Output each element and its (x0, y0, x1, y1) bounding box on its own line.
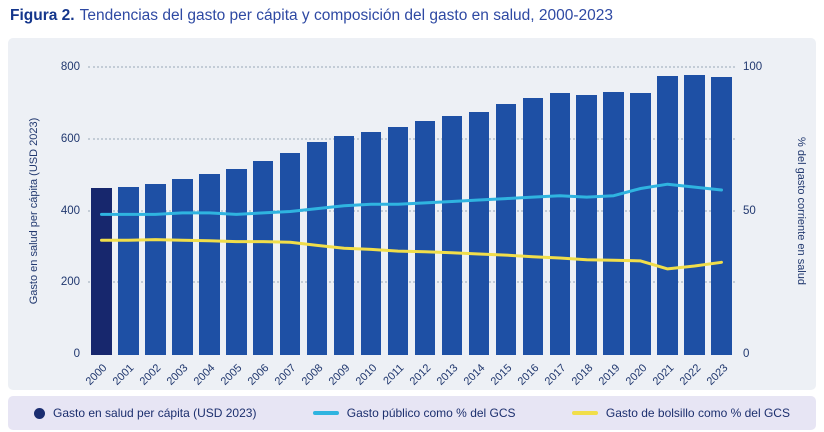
legend-line-swatch (571, 411, 598, 415)
gridline-800 (88, 66, 735, 68)
line-series-gasto-bolsillo (100, 238, 723, 271)
figure-title: Figura 2. Tendencias del gasto per cápita… (10, 7, 613, 25)
bar-2020 (630, 93, 651, 355)
right-axis-label: % del gasto corriente en salud (795, 137, 807, 285)
gridline-400 (88, 209, 735, 212)
left-axis-label: Gasto en salud per cápita (USD 2023) (28, 117, 40, 305)
figure-title-prefix: Figura 2. (10, 7, 75, 24)
bar-2007 (279, 153, 301, 355)
y-tick-right-100: 100 (743, 61, 763, 73)
bar-2004 (199, 174, 220, 355)
bar-2000 (91, 188, 112, 355)
y-tick-left-400: 400 (60, 204, 80, 217)
bar-2019 (603, 92, 624, 355)
bar-2002 (145, 184, 166, 355)
bar-2018 (576, 95, 597, 355)
gridline-600 (88, 137, 735, 140)
chart-card: Gasto en salud per cápita (USD 2023) % d… (8, 38, 816, 390)
gridline-200 (88, 281, 735, 284)
bar-2010 (360, 131, 382, 355)
legend-line-swatch (312, 411, 339, 415)
y-tick-left-200: 200 (60, 276, 80, 289)
legend-bar: Gasto en salud per cápita (USD 2023) Gast… (8, 396, 816, 430)
bar-2015 (495, 103, 517, 355)
bar-2008 (306, 141, 328, 355)
bar-2003 (172, 179, 193, 355)
bar-2005 (226, 169, 247, 355)
legend-label: Gasto público como % del GCS (346, 406, 516, 420)
bar-2012 (414, 121, 436, 355)
lines-svg (100, 182, 723, 271)
bar-2022 (684, 75, 705, 355)
bar-2016 (522, 98, 544, 355)
bar-2023 (711, 76, 732, 355)
legend-item-1: Gasto público como % del GCS (312, 406, 516, 420)
bar-2006 (252, 160, 274, 355)
legend-label: Gasto de bolsillo como % del GCS (605, 406, 790, 420)
bar-2014 (468, 111, 490, 355)
bar-2011 (387, 126, 409, 355)
bar-2017 (549, 92, 570, 355)
y-tick-left-0: 0 (73, 348, 80, 360)
y-tick-left-600: 600 (60, 132, 80, 145)
line-series-gasto-publico (100, 182, 723, 216)
figure-title-text: Tendencias del gasto per cápita y compos… (79, 7, 613, 24)
legend-dot-swatch (34, 407, 45, 419)
bar-2009 (333, 136, 355, 355)
bar-2001 (118, 187, 139, 355)
y-tick-right-0: 0 (743, 348, 750, 360)
y-tick-right-50: 50 (743, 204, 756, 217)
y-tick-left-800: 800 (60, 61, 80, 73)
bar-2021 (657, 75, 678, 355)
legend-item-2: Gasto de bolsillo como % del GCS (571, 406, 790, 420)
legend-item-0: Gasto en salud per cápita (USD 2023) (34, 406, 256, 420)
bar-2013 (441, 116, 463, 355)
plot-area (88, 66, 735, 355)
legend-label: Gasto en salud per cápita (USD 2023) (53, 406, 257, 420)
